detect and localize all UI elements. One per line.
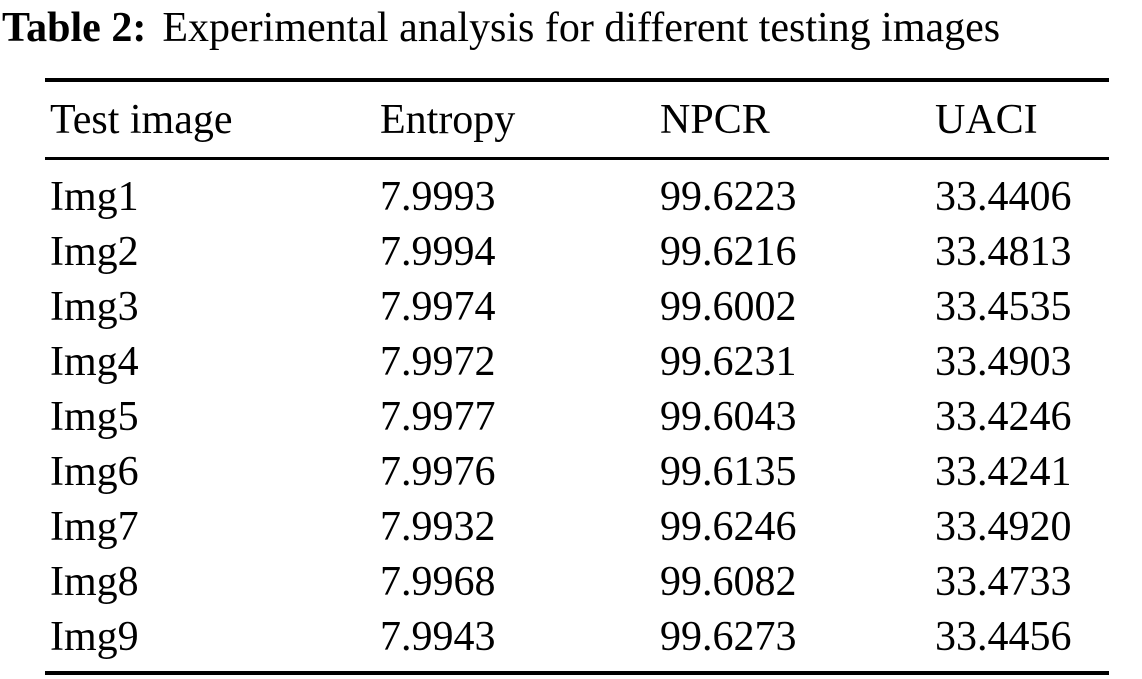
cell-npcr: 99.6002: [660, 284, 797, 330]
cell-test-image: Img9: [50, 614, 139, 660]
cell-npcr: 99.6043: [660, 394, 797, 440]
cell-test-image: Img1: [50, 174, 139, 220]
cell-npcr: 99.6273: [660, 614, 797, 660]
table-container: Test image Entropy NPCR UACI Img1 7.9993…: [45, 78, 1109, 675]
cell-test-image: Img4: [50, 339, 139, 385]
table-body: Img1 7.9993 99.6223 33.4406 Img2 7.9994 …: [45, 159, 1109, 674]
cell-uaci: 33.4246: [935, 394, 1072, 440]
cell-uaci: 33.4920: [935, 504, 1072, 550]
column-header-entropy: Entropy: [375, 80, 655, 160]
table-row: Img2 7.9994 99.6216 33.4813: [45, 225, 1109, 280]
cell-npcr: 99.6223: [660, 174, 797, 220]
cell-entropy: 7.9994: [380, 229, 496, 275]
cell-uaci: 33.4241: [935, 449, 1072, 495]
cell-test-image: Img2: [50, 229, 139, 275]
cell-entropy: 7.9993: [380, 174, 496, 220]
table-row: Img6 7.9976 99.6135 33.4241: [45, 445, 1109, 500]
cell-entropy: 7.9932: [380, 504, 496, 550]
table-row: Img1 7.9993 99.6223 33.4406: [45, 159, 1109, 226]
cell-uaci: 33.4733: [935, 559, 1072, 605]
cell-test-image: Img8: [50, 559, 139, 605]
cell-npcr: 99.6231: [660, 339, 797, 385]
cell-entropy: 7.9974: [380, 284, 496, 330]
column-header-npcr: NPCR: [655, 80, 930, 160]
table-row: Img5 7.9977 99.6043 33.4246: [45, 390, 1109, 445]
cell-uaci: 33.4456: [935, 614, 1072, 660]
cell-npcr: 99.6246: [660, 504, 797, 550]
column-header-uaci: UACI: [930, 80, 1109, 160]
table-caption: Table 2: Experimental analysis for differ…: [2, 2, 1142, 55]
table-row: Img8 7.9968 99.6082 33.4733: [45, 555, 1109, 610]
table-row: Img4 7.9972 99.6231 33.4903: [45, 335, 1109, 390]
cell-test-image: Img6: [50, 449, 139, 495]
table-row: Img9 7.9943 99.6273 33.4456: [45, 610, 1109, 673]
cell-test-image: Img5: [50, 394, 139, 440]
cell-entropy: 7.9976: [380, 449, 496, 495]
cell-entropy: 7.9943: [380, 614, 496, 660]
cell-test-image: Img3: [50, 284, 139, 330]
results-table: Test image Entropy NPCR UACI Img1 7.9993…: [45, 78, 1109, 675]
cell-uaci: 33.4406: [935, 174, 1072, 220]
cell-test-image: Img7: [50, 504, 139, 550]
table-row: Img3 7.9974 99.6002 33.4535: [45, 280, 1109, 335]
table-header-row: Test image Entropy NPCR UACI: [45, 80, 1109, 160]
cell-uaci: 33.4535: [935, 284, 1072, 330]
column-header-test-image: Test image: [45, 80, 375, 160]
table-caption-text: Experimental analysis for different test…: [162, 5, 1001, 51]
cell-uaci: 33.4903: [935, 339, 1072, 385]
cell-entropy: 7.9977: [380, 394, 496, 440]
cell-npcr: 99.6216: [660, 229, 797, 275]
cell-uaci: 33.4813: [935, 229, 1072, 275]
cell-npcr: 99.6135: [660, 449, 797, 495]
cell-entropy: 7.9968: [380, 559, 496, 605]
cell-entropy: 7.9972: [380, 339, 496, 385]
table-row: Img7 7.9932 99.6246 33.4920: [45, 500, 1109, 555]
cell-npcr: 99.6082: [660, 559, 797, 605]
table-row: Test image Entropy NPCR UACI: [45, 80, 1109, 160]
table-caption-label: Table 2:: [2, 5, 147, 51]
